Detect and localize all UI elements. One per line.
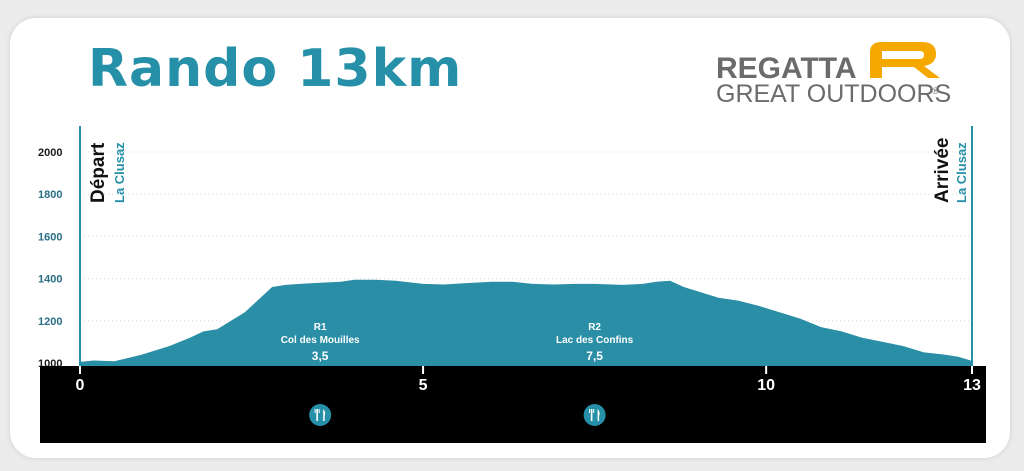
- y-tick-label: 1800: [38, 189, 62, 201]
- ravito-name: Lac des Confins: [556, 335, 634, 346]
- brand-mark: ®: [932, 86, 939, 96]
- x-tick-label: 0: [76, 377, 85, 394]
- regatta-r-mark-icon: [870, 42, 940, 78]
- start-label-group: Départ La Clusaz: [88, 142, 127, 203]
- end-place: La Clusaz: [954, 142, 969, 203]
- elevation-profile-area: [80, 279, 972, 367]
- ravito-km: 7,5: [586, 349, 603, 363]
- y-tick-label: 1400: [38, 274, 62, 286]
- x-tick-label: 10: [757, 377, 775, 394]
- fork-knife-icon: [309, 404, 332, 426]
- refreshment-icons: [309, 404, 606, 426]
- grid: [80, 151, 972, 322]
- regatta-logo: REGATTA GREAT OUTDOORS ®: [716, 42, 951, 108]
- x-tick-label: 13: [963, 377, 981, 394]
- fork-knife-icon: [583, 404, 606, 426]
- x-axis-band: [40, 366, 986, 443]
- elevation-chart: Rando 13km REGATTA GREAT OUTDOORS ® 10 00…: [38, 39, 986, 443]
- brand-line1: REGATTA: [716, 52, 857, 85]
- y-tick-label: 1600: [38, 231, 62, 243]
- x-tick-label: 5: [419, 377, 428, 394]
- end-label-group: Arrivée La Clusaz: [932, 138, 969, 204]
- elevation-profile-card: Rando 13km REGATTA GREAT OUTDOORS ® 10 00…: [10, 18, 1010, 458]
- start-label: Départ: [88, 142, 109, 203]
- y-tick-label: 2000: [38, 147, 62, 159]
- end-label: Arrivée: [932, 138, 953, 204]
- ravito-km: 3,5: [312, 349, 329, 363]
- start-place: La Clusaz: [112, 142, 127, 203]
- brand-line2: GREAT OUTDOORS: [716, 80, 951, 108]
- page-title: Rando 13km: [88, 39, 462, 99]
- x-axis: 0 5 10 13: [76, 366, 981, 394]
- ravito-id: R1: [314, 322, 327, 333]
- ravito-id: R2: [588, 322, 601, 333]
- y-tick-label: 1200: [38, 316, 62, 328]
- ravito-name: Col des Mouilles: [281, 335, 360, 346]
